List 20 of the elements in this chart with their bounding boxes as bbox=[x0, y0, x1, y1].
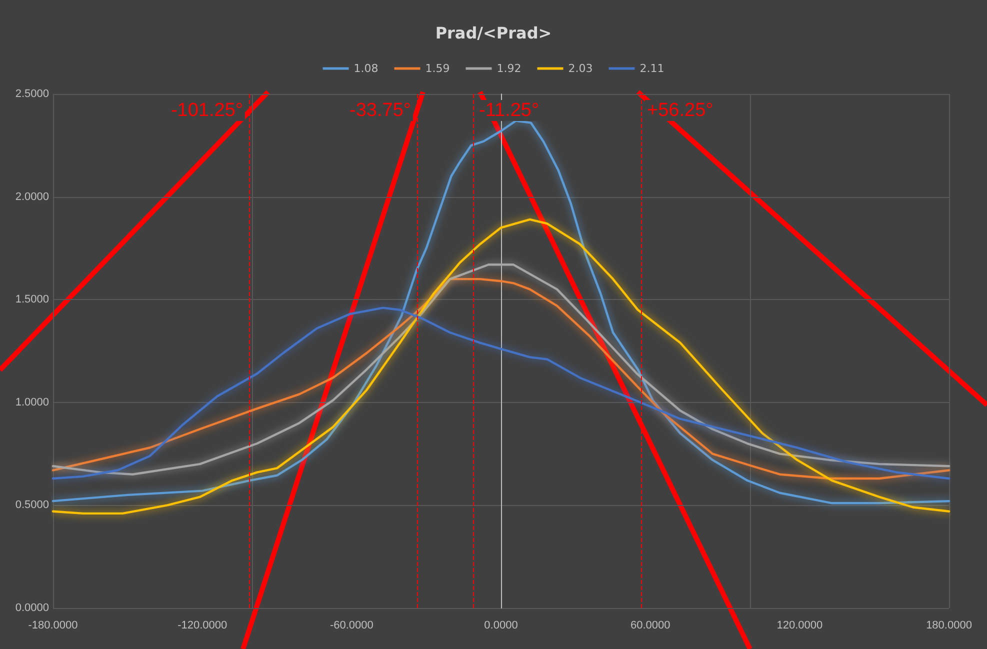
x-tick-label: -120.0000 bbox=[178, 620, 228, 632]
y-tick-label: 0.5000 bbox=[15, 499, 49, 512]
legend-label: 1.92 bbox=[496, 62, 522, 75]
ref-line-label: -33.75° bbox=[350, 100, 411, 121]
x-tick-label: -60.0000 bbox=[330, 620, 374, 632]
chart-title: Prad/<Prad> bbox=[435, 24, 552, 42]
legend-label: 1.08 bbox=[354, 62, 378, 75]
x-tick-label: -180.0000 bbox=[28, 620, 78, 632]
y-tick-label: 1.0000 bbox=[15, 396, 49, 408]
legend-label: 1.59 bbox=[425, 62, 450, 75]
x-tick-label: 180.0000 bbox=[926, 620, 972, 632]
x-tick-label: 120.0000 bbox=[776, 620, 823, 632]
line-series bbox=[52, 218, 950, 515]
x-tick-label: 0.0000 bbox=[484, 620, 518, 632]
legend-label: 2.11 bbox=[640, 62, 664, 75]
x-tick-label: 60.0000 bbox=[630, 620, 670, 632]
ref-line-label: -11.25° bbox=[479, 100, 540, 121]
ref-line-label: +56.25° bbox=[647, 100, 714, 121]
legend-label: 2.03 bbox=[568, 62, 593, 75]
y-tick-label: 0.0000 bbox=[15, 602, 49, 614]
